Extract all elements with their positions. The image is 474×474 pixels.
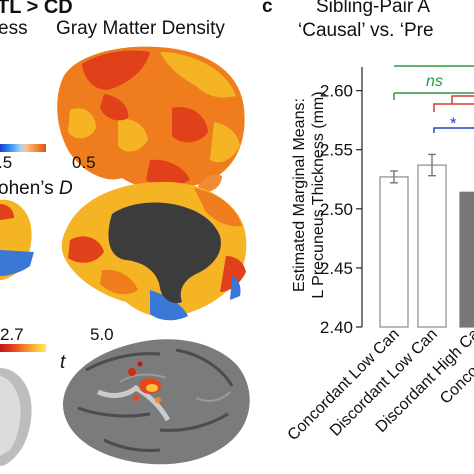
sig-label-star: * <box>450 114 457 133</box>
sig-label-ns: ns <box>426 73 443 90</box>
y-tick-label: 2.55 <box>320 141 353 160</box>
small-gray-brain <box>0 368 32 466</box>
colorbar1-metric-label: ohen’s D <box>0 178 73 200</box>
y-tick-label: 2.50 <box>320 200 353 219</box>
panel-c-title-line1: Sibling-Pair A <box>316 0 431 17</box>
bar <box>417 164 447 328</box>
header-fragment: ess <box>0 18 28 39</box>
colorbar2-min-label: 2.7 <box>0 325 24 344</box>
sig-bracket-red-upper <box>451 95 474 104</box>
header-tl-vs-cd: TL > CD <box>0 0 73 18</box>
y-axis: 2.40 2.45 2.50 2.55 2.60 <box>320 67 363 337</box>
t-colorbar <box>0 344 46 352</box>
left-medial-fragment <box>0 199 34 280</box>
cohens-d-colorbar <box>0 144 46 152</box>
medial-surface-map <box>61 181 247 321</box>
colorbar2-max-label: 5.0 <box>90 325 114 344</box>
y-axis-title-line1: Estimated Marginal Means: <box>291 98 308 292</box>
colorbar1-max-label: 0.5 <box>72 153 96 172</box>
gray-brain-3d <box>62 339 250 465</box>
y-tick-label: 2.40 <box>320 318 353 337</box>
lateral-surface-map <box>57 46 245 193</box>
gmd-title: Gray Matter Density <box>56 18 225 39</box>
bar <box>459 191 474 328</box>
sig-bracket-red-lower <box>433 103 474 112</box>
y-tick-label: 2.60 <box>320 82 353 101</box>
cohens-d-italic: D <box>58 178 73 199</box>
bar <box>379 176 409 328</box>
colorbar2-metric-label: t <box>60 352 66 373</box>
significance-brackets <box>393 65 474 133</box>
colorbar1-min-label: .5 <box>0 153 13 172</box>
bars-group <box>379 153 474 328</box>
y-axis-title-line2: L Precuneus Thickness (mm) <box>310 91 327 299</box>
sig-bracket-blue <box>433 127 474 133</box>
y-tick-label: 2.45 <box>320 259 353 278</box>
panel-letter-c: c <box>262 0 273 17</box>
panel-c-title-line2: ‘Causal’ vs. ‘Pre <box>298 20 434 41</box>
cohens-d-text: ohen’s <box>0 178 54 199</box>
